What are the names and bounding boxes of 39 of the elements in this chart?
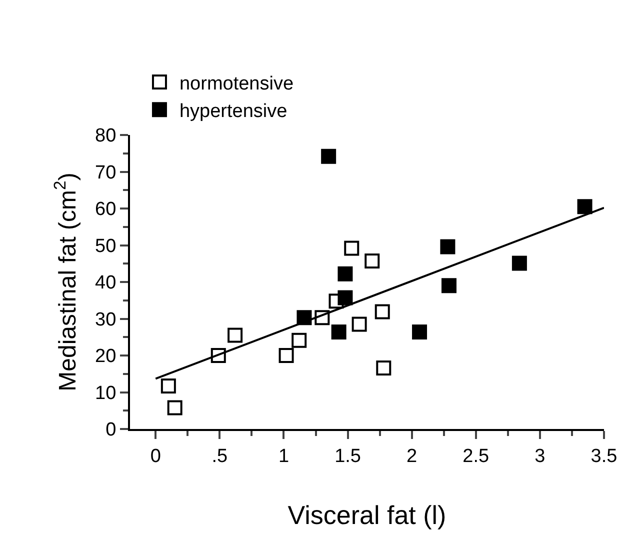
- x-tick-label: 2: [406, 446, 418, 467]
- y-tick-label: 20: [95, 346, 116, 368]
- x-tick-label: 2.5: [462, 446, 490, 467]
- point: [440, 239, 456, 254]
- point: [292, 332, 307, 348]
- y-tick-label: 50: [95, 236, 116, 257]
- x-tick-label: 1: [278, 446, 290, 467]
- y-tick-label: 80: [95, 126, 116, 147]
- x-tick-label: 1.5: [334, 446, 361, 467]
- point: [228, 328, 243, 343]
- x-tick-label: 3.5: [590, 446, 618, 467]
- point: [167, 400, 182, 416]
- point: [364, 254, 380, 269]
- x-tick-label: 0: [150, 446, 161, 467]
- point: [344, 240, 360, 256]
- point: [321, 148, 336, 164]
- point: [441, 278, 456, 294]
- point: [374, 304, 390, 320]
- point: [352, 316, 367, 332]
- y-tick-label: 10: [95, 382, 116, 404]
- point: [577, 199, 592, 214]
- y-tick-label: 30: [95, 309, 116, 330]
- y-tick-label: 60: [95, 199, 116, 220]
- legend-label: hypertensive: [179, 101, 288, 122]
- point: [338, 266, 353, 282]
- point: [412, 324, 428, 340]
- point: [376, 360, 392, 376]
- y-tick-label: 70: [95, 162, 116, 184]
- x-axis-title: Visceral fat (l): [288, 500, 446, 530]
- y-tick-label: 40: [95, 272, 116, 294]
- y-tick-label: 0: [106, 420, 116, 441]
- point: [512, 256, 527, 271]
- point: [331, 324, 346, 340]
- legend-label: normotensive: [179, 73, 294, 94]
- point: [160, 378, 176, 394]
- point: [278, 348, 294, 363]
- x-tick-label: .5: [212, 446, 228, 467]
- point: [338, 290, 353, 306]
- x-tick-label: 3: [534, 446, 546, 467]
